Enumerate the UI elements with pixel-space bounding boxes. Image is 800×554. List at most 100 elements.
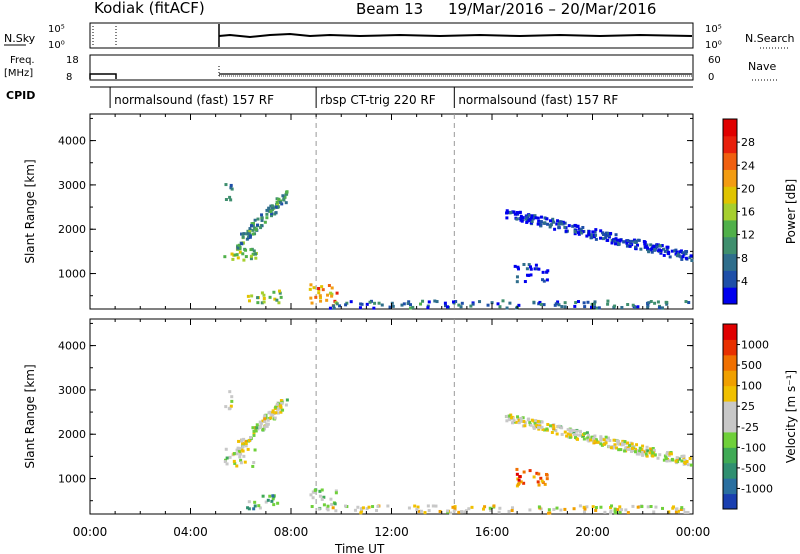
range-cell [518,475,522,479]
range-cell [380,303,384,307]
range-cell [349,300,353,304]
range-cell [667,453,671,457]
range-cell [266,498,270,502]
range-cell [246,229,250,233]
range-cell [271,205,275,209]
range-cell [514,420,518,424]
range-cell [676,460,680,464]
range-cell [533,267,537,271]
range-cell [613,445,617,449]
range-cell [490,301,494,305]
range-cell [279,404,283,408]
range-cell [619,448,623,452]
range-cell [688,456,692,460]
range-cell [633,240,637,244]
range-cell [644,452,648,456]
range-cell [246,447,250,451]
range-cell [546,222,550,226]
range-cell [536,216,540,220]
range-cell [236,246,240,250]
range-cell [273,416,277,420]
range-cell [228,455,232,459]
range-cell [537,472,541,476]
range-cell [452,509,456,513]
range-cell [670,249,674,253]
colorbar-swatch [723,324,737,340]
range-cell [328,306,332,310]
range-cell [677,457,681,461]
range-cell [634,245,638,249]
range-cell [583,507,587,511]
range-cell [525,267,529,271]
range-cell [338,304,342,308]
range-cell [253,500,257,504]
range-cell [282,198,286,202]
range-cell [278,200,282,204]
range-cell [463,510,467,514]
range-cell [527,263,531,267]
range-cell [509,416,513,420]
range-cell [680,455,684,459]
range-cell [254,256,258,260]
range-cell [250,294,254,298]
range-cell [419,302,423,306]
range-cell [263,414,267,418]
range-cell [508,301,512,305]
range-cell [525,215,529,219]
colorbar-swatch [723,478,737,495]
range-cell [249,224,253,228]
x-axis-title: Time UT [334,542,385,554]
range-cell [251,464,255,468]
range-cell [528,217,532,221]
y-axis-title: Slant Range [km] [23,159,37,263]
range-cell [674,248,678,252]
range-cell [676,509,680,513]
range-cell [638,446,642,450]
range-cell [318,494,322,498]
range-cell [319,299,323,303]
nsky-panel: N.Sky 10⁵ 10⁰ 10⁵ 10⁰ N.Search [4,22,795,51]
range-cell [617,448,621,452]
range-cell [513,264,517,268]
range-cell [533,421,537,425]
range-cell [522,481,526,485]
range-cell [587,232,591,236]
range-cell [592,302,596,306]
range-cell [601,231,605,235]
range-cell [583,432,587,436]
range-cell [576,300,580,304]
range-cell [256,217,260,221]
range-cell [252,433,256,437]
range-cell [511,421,515,425]
range-cell [460,510,464,514]
range-cell [644,448,648,452]
range-cell [660,306,664,310]
range-cell [489,508,493,512]
range-cell [646,505,650,509]
range-cell [438,509,442,513]
range-cell [517,478,521,482]
range-cell [654,505,658,509]
range-cell [659,251,663,255]
range-cell [591,505,595,509]
range-cell [655,245,659,249]
range-cell [575,433,579,437]
range-cell [563,430,567,434]
range-cell [244,255,248,259]
range-cell [572,431,576,435]
range-cell [433,299,437,303]
range-cell [275,200,279,204]
range-cell [606,299,610,303]
range-cell [590,435,594,439]
range-cell [545,217,549,221]
range-cell [684,300,688,304]
range-cell [361,506,365,510]
range-cell [588,436,592,440]
range-cell [248,229,252,233]
range-cell [596,440,600,444]
y-tick-label: 1000 [58,473,86,486]
range-cell [538,300,542,304]
range-cell [270,204,274,208]
range-cell [557,226,561,230]
